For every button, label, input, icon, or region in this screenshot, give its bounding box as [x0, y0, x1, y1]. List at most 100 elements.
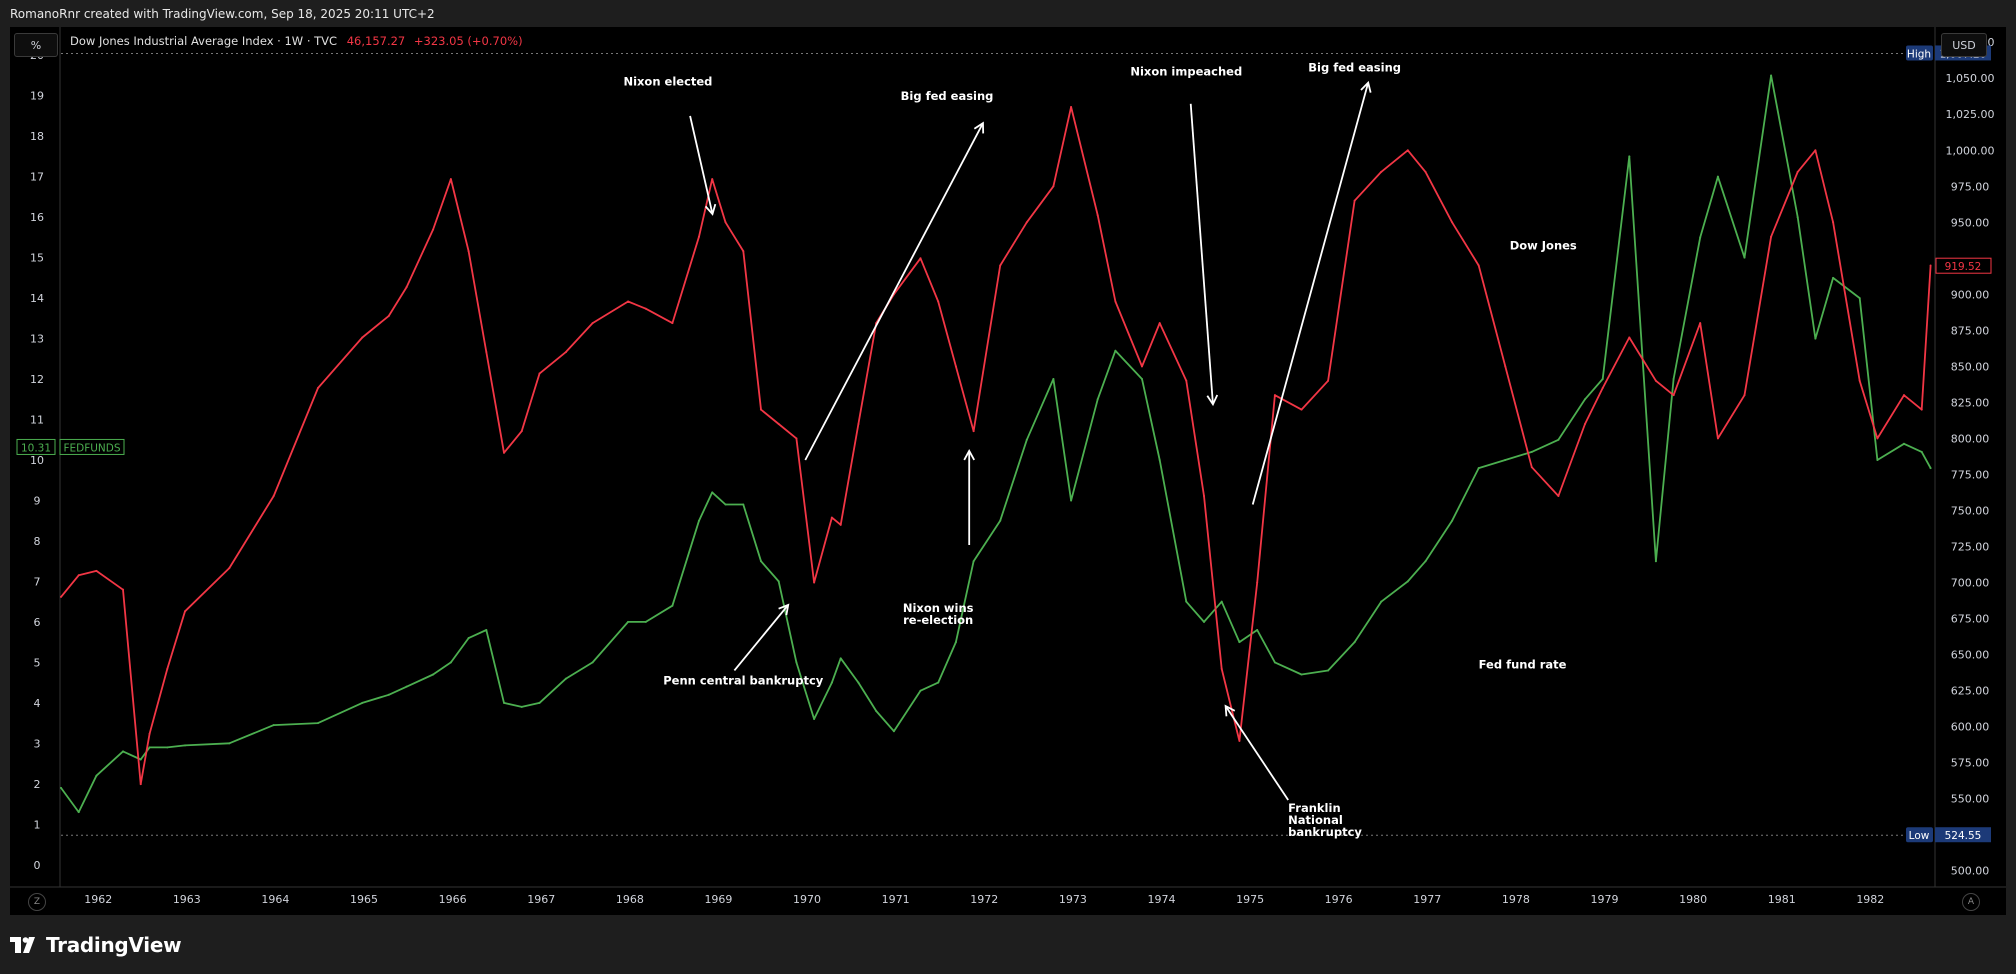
time-tick-label: 1974	[1147, 893, 1175, 906]
fed-point	[122, 750, 125, 753]
annotation-arrow	[1189, 103, 1219, 407]
low-value-label: 524.55	[1945, 830, 1982, 842]
dow-point	[316, 386, 319, 389]
left-tick-label: 8	[34, 535, 41, 548]
right-tick-label: 1,025.00	[1946, 108, 1995, 121]
dow-point	[857, 422, 860, 425]
top-bar: RomanoRnr created with TradingView.com, …	[0, 0, 2016, 27]
fed-point	[95, 774, 98, 777]
fed-point	[1096, 398, 1099, 401]
fed-point	[387, 693, 390, 696]
time-tick-label: 1976	[1325, 893, 1353, 906]
fed-point	[1300, 673, 1303, 676]
dow-point	[1672, 394, 1675, 397]
time-tick-label: 1966	[439, 893, 467, 906]
time-tick-label: 1970	[793, 893, 821, 906]
left-tick-label: 3	[34, 737, 41, 750]
fed-point	[184, 744, 187, 747]
currency-button[interactable]: USD	[1941, 33, 1987, 57]
dow-point	[813, 581, 816, 584]
time-tick-label: 1965	[350, 893, 378, 906]
left-tick-label: 11	[30, 414, 44, 427]
fed-point	[1273, 661, 1276, 664]
dow-point	[503, 451, 506, 454]
last-price: 46,157.27	[346, 34, 406, 48]
fed-point	[813, 718, 816, 721]
right-tick-label: 1,050.00	[1946, 72, 1995, 85]
right-tick-label: 750.00	[1951, 504, 1990, 517]
annotation-arrow	[689, 115, 717, 216]
right-tick-label: 825.00	[1951, 396, 1990, 409]
right-tick-label: 975.00	[1951, 180, 1990, 193]
dow-point	[1140, 365, 1143, 368]
time-tick-label: 1979	[1591, 893, 1619, 906]
annotation-line: Penn central bankruptcy	[663, 674, 824, 688]
dow-point	[1504, 365, 1507, 368]
fed-point	[1327, 669, 1330, 672]
dow-point	[1902, 394, 1905, 397]
fed-point	[1424, 560, 1427, 563]
fed-point	[937, 681, 940, 684]
left-axis-panel	[10, 27, 60, 887]
dow-point	[467, 250, 470, 253]
right-tick-label: 675.00	[1951, 612, 1990, 625]
fed-point	[1876, 459, 1879, 461]
fed-point	[139, 758, 142, 761]
dow-point	[777, 422, 780, 425]
dow-point	[999, 264, 1002, 267]
right-tick-label: 550.00	[1951, 793, 1990, 806]
fed-point	[503, 701, 506, 704]
time-tick-label: 1963	[173, 893, 201, 906]
low-badge-label: Low	[1909, 830, 1930, 842]
fed-point	[1477, 467, 1480, 470]
annotation-label: Big fed easing	[901, 89, 994, 103]
dow-point	[972, 430, 975, 433]
fed-point	[724, 503, 727, 506]
fed-point	[1814, 337, 1817, 340]
chart-svg[interactable]: 01234567891011121314151617181920500.0052…	[10, 27, 2006, 915]
fed-point	[1716, 175, 1719, 178]
dow-point	[1025, 221, 1028, 224]
fed-point	[1025, 438, 1028, 441]
tradingview-icon	[10, 934, 40, 956]
dow-point	[1832, 221, 1835, 224]
fed-point	[892, 730, 895, 733]
fed-point	[857, 681, 860, 684]
dow-point	[60, 595, 62, 598]
fed-point	[919, 689, 922, 692]
dow-point	[759, 408, 762, 411]
footer: TradingView	[0, 915, 2016, 974]
dow-point	[1699, 322, 1702, 325]
dow-point	[644, 307, 647, 310]
fed-point	[449, 661, 452, 664]
dow-point	[1796, 170, 1799, 173]
zoom-button[interactable]: Z	[28, 893, 46, 911]
scale-percent-button[interactable]: %	[14, 33, 58, 57]
dow-point	[1654, 379, 1657, 382]
time-tick-label: 1971	[882, 893, 910, 906]
auto-scale-button[interactable]: A	[1962, 893, 1980, 911]
price-change: +323.05 (+0.70%)	[413, 34, 523, 48]
dow-point	[1070, 106, 1073, 109]
annotation-label: Dow Jones	[1510, 239, 1577, 253]
dow-point	[1716, 437, 1719, 440]
tradingview-logo[interactable]: TradingView	[10, 932, 182, 958]
dow-point	[485, 350, 488, 353]
left-tick-label: 13	[30, 333, 44, 346]
annotation-arrow	[1224, 704, 1289, 801]
annotation-line: Nixon impeached	[1130, 64, 1242, 78]
low-badge	[1906, 827, 1933, 843]
annotation-label: Penn central bankruptcy	[663, 674, 824, 688]
left-tick-label: 9	[34, 494, 41, 507]
last-fed-badge	[16, 438, 56, 455]
chart-frame[interactable]: 01234567891011121314151617181920500.0052…	[10, 27, 2006, 915]
dow-point	[830, 516, 833, 519]
annotation-label: Franklin National bankruptcy	[1288, 801, 1362, 839]
fed-point	[999, 519, 1002, 522]
annotation-arrow	[1251, 80, 1372, 505]
right-tick-label: 800.00	[1951, 432, 1990, 445]
fed-point	[1929, 467, 1932, 470]
low-value-badge	[1935, 827, 1991, 843]
fed-point	[148, 746, 151, 749]
fed-point	[316, 722, 319, 725]
